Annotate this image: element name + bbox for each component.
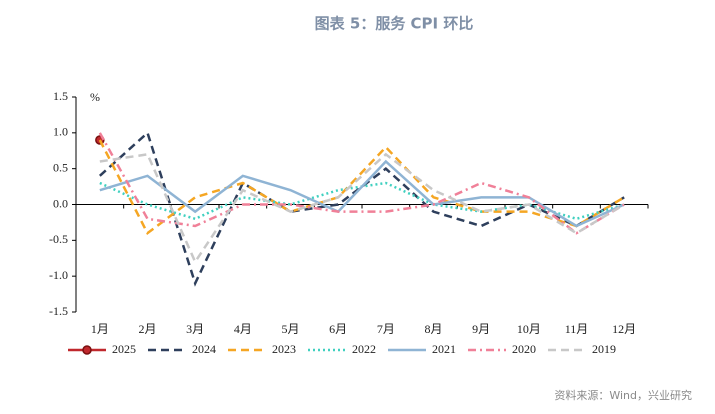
y-tick-label: -1.5	[49, 304, 68, 318]
x-tick-label: 2月	[138, 322, 156, 336]
x-tick-label: 10月	[517, 322, 541, 336]
line-series	[98, 130, 625, 287]
line-series	[98, 132, 625, 235]
line-series	[98, 139, 625, 236]
line-series	[99, 159, 625, 228]
source: 资料来源：Wind，兴业研究	[554, 388, 692, 402]
x-tick-label: 5月	[281, 322, 299, 336]
y-tick-label: 1.5	[53, 89, 68, 103]
line-series	[99, 152, 625, 265]
x-tick-label: 4月	[234, 322, 252, 336]
x-tick-label: 9月	[472, 322, 490, 336]
y-unit: %	[90, 90, 100, 104]
y-tick-label: 1.0	[53, 125, 68, 139]
chart-title: 图表 5：服务 CPI 环比	[315, 15, 474, 33]
legend-label: 2023	[272, 342, 296, 356]
legend-label: 2019	[592, 342, 616, 356]
y-tick-label: 0.5	[53, 160, 68, 174]
x-tick-label: 1月	[91, 322, 109, 336]
x-tick-label: 7月	[377, 322, 395, 336]
x-tick-label: 3月	[186, 322, 204, 336]
y-tick-label: 0.0	[53, 196, 68, 210]
legend-label: 2024	[192, 342, 216, 356]
legend-label: 2021	[432, 342, 456, 356]
legend-marker	[82, 345, 92, 355]
x-tick-label: 6月	[329, 322, 347, 336]
legend-label: 2022	[352, 342, 376, 356]
legend-label: 2025	[112, 342, 136, 356]
y-tick-label: -0.5	[49, 232, 68, 246]
x-tick-label: 11月	[565, 322, 589, 336]
legend-label: 2020	[512, 342, 536, 356]
x-tick-label: 8月	[424, 322, 442, 336]
x-tick-label: 12月	[612, 322, 636, 336]
y-tick-label: -1.0	[49, 268, 68, 282]
